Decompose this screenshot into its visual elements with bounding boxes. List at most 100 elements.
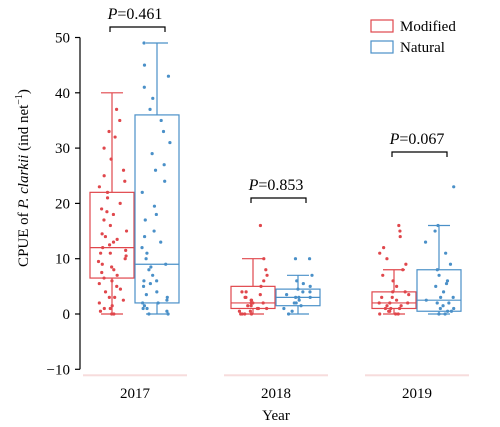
- data-point: [100, 232, 104, 236]
- data-point: [110, 265, 114, 269]
- data-point: [447, 301, 451, 305]
- data-point: [446, 309, 450, 313]
- significance-bracket: [250, 197, 307, 203]
- data-point: [285, 293, 289, 297]
- data-point: [151, 96, 155, 100]
- data-point: [155, 290, 159, 294]
- data-point: [443, 312, 447, 316]
- data-point: [437, 273, 441, 277]
- data-point: [265, 273, 269, 277]
- y-axis-title-unit-sup: −1: [14, 94, 25, 105]
- data-point: [147, 268, 151, 272]
- y-tick-label: 10: [55, 252, 70, 268]
- box-natural-2018: [275, 257, 321, 316]
- data-point: [100, 270, 104, 275]
- data-point: [115, 273, 119, 277]
- p-value: =0.853: [258, 177, 303, 194]
- data-point: [102, 306, 106, 311]
- legend-swatch: [370, 40, 394, 54]
- data-point: [155, 279, 159, 283]
- significance-bracket: [391, 151, 448, 157]
- data-point: [114, 107, 119, 111]
- data-point: [385, 304, 389, 308]
- data-point: [97, 185, 101, 189]
- data-point: [444, 281, 449, 286]
- y-axis-title-unit: (ind net: [16, 104, 32, 155]
- data-point: [152, 204, 157, 208]
- data-point: [296, 287, 300, 291]
- data-point: [166, 74, 171, 78]
- chart-marks: [83, 41, 469, 377]
- data-point: [434, 284, 438, 288]
- data-point: [112, 268, 116, 272]
- data-point: [381, 273, 385, 277]
- box-iqr: [89, 191, 135, 279]
- y-tick-label: 50: [55, 31, 70, 47]
- data-point: [404, 262, 408, 266]
- data-point: [98, 309, 103, 313]
- data-point: [111, 240, 116, 244]
- data-point: [399, 304, 403, 308]
- data-point: [390, 295, 394, 300]
- data-point: [121, 298, 125, 302]
- data-point: [249, 312, 254, 316]
- data-point: [107, 129, 111, 134]
- baseline-band: [365, 374, 469, 377]
- data-point: [105, 190, 110, 194]
- data-point: [424, 298, 428, 302]
- data-point: [123, 257, 127, 261]
- data-point: [115, 284, 119, 288]
- data-point: [391, 279, 395, 283]
- data-point: [156, 301, 160, 305]
- y-tick-label: 0: [63, 307, 71, 323]
- baseline-band: [224, 374, 328, 377]
- data-point: [297, 298, 301, 302]
- data-point: [308, 295, 312, 300]
- data-point: [108, 251, 112, 255]
- data-point: [107, 243, 112, 247]
- data-point: [121, 168, 126, 172]
- data-point: [377, 301, 381, 305]
- data-point: [388, 301, 392, 305]
- y-tick-label: 40: [55, 86, 70, 102]
- data-point: [159, 118, 163, 123]
- box-natural-2017: [134, 41, 180, 316]
- box-natural-2019: [416, 185, 462, 316]
- data-point: [163, 179, 167, 183]
- data-point: [143, 218, 147, 222]
- data-point: [293, 257, 298, 261]
- data-point: [451, 295, 455, 300]
- data-point: [141, 284, 146, 288]
- y-tick-label: 30: [55, 141, 70, 157]
- data-point: [142, 304, 147, 308]
- data-point: [140, 190, 144, 194]
- data-point: [292, 301, 296, 305]
- data-point: [262, 257, 266, 261]
- data-point: [142, 234, 147, 239]
- data-point: [248, 309, 252, 313]
- data-point: [124, 248, 128, 253]
- data-point: [246, 304, 250, 308]
- data-point: [141, 301, 145, 305]
- data-point: [124, 254, 128, 258]
- p-value-label: P=0.067: [389, 131, 445, 148]
- data-point: [110, 279, 114, 283]
- data-point: [97, 281, 101, 286]
- data-point: [308, 284, 312, 288]
- data-point: [249, 298, 253, 302]
- data-point: [108, 223, 112, 228]
- data-point: [97, 301, 101, 305]
- data-point: [398, 229, 402, 233]
- data-point: [401, 268, 405, 272]
- p-symbol: P: [248, 177, 259, 194]
- data-point: [265, 306, 269, 311]
- data-point: [310, 273, 314, 277]
- data-point: [395, 284, 399, 288]
- data-point: [258, 223, 263, 228]
- data-point: [389, 306, 393, 311]
- significance-bracket: [109, 26, 166, 32]
- data-point: [108, 306, 112, 311]
- data-point: [249, 304, 253, 308]
- data-point: [448, 262, 453, 266]
- data-point: [102, 146, 106, 150]
